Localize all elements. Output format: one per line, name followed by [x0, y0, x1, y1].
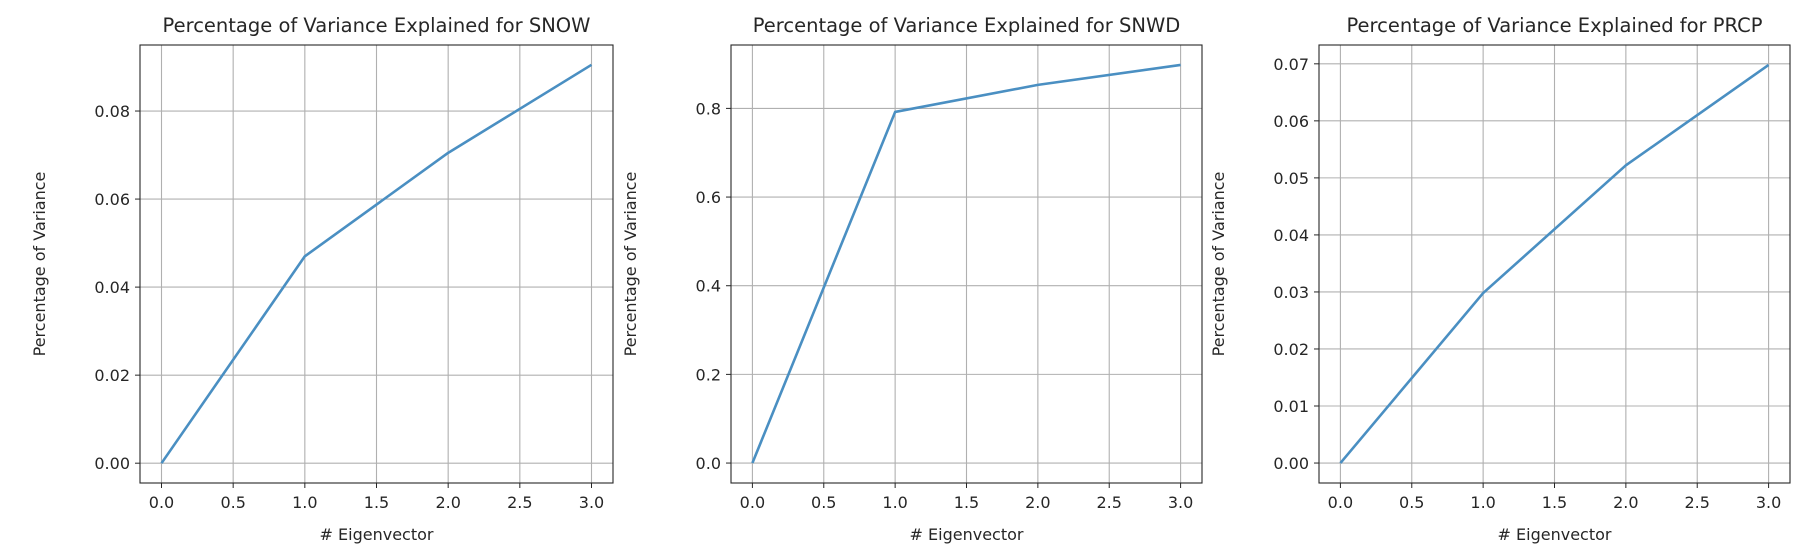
x-axis-label: # Eigenvector [910, 525, 1024, 544]
y-tick-label: 0.06 [1273, 112, 1309, 131]
chart-panel-2: 0.0 0.5 1.0 1.5 2.0 2.5 3.0 0.0 0.2 0.4 0.6 0.8 Perc… [621, 14, 1203, 544]
x-tick-label: 1.0 [1470, 493, 1495, 512]
x-tick-label: 0.0 [1328, 493, 1353, 512]
y-tick-label: 0.8 [696, 99, 721, 118]
y-tick-label: 0.07 [1273, 55, 1309, 74]
series-line [160, 63, 593, 464]
y-tick-label: 0.2 [696, 365, 721, 384]
x-tick-label: 2.5 [1097, 493, 1122, 512]
x-tick-label: 3.0 [579, 493, 604, 512]
x-tick-label: 2.5 [1685, 493, 1710, 512]
x-tick-label: 2.0 [435, 493, 460, 512]
y-tick-label: 0.04 [94, 278, 130, 297]
y-tick-label: 0.03 [1273, 283, 1309, 302]
x-axis-label: # Eigenvector [320, 525, 434, 544]
x-tick-label: 2.5 [507, 493, 532, 512]
x-tick-label: 0.5 [1399, 493, 1424, 512]
x-tick-label: 0.5 [220, 493, 245, 512]
y-axis-label: Percentage of Variance [1209, 172, 1228, 357]
chart-panel-1: 0.0 0.5 1.0 1.5 2.0 2.5 3.0 0.00 0.02 0.04 0.06 0.0… [30, 14, 614, 544]
chart-title: Percentage of Variance Explained for PRC… [1346, 14, 1762, 37]
plot-frame [1318, 44, 1791, 484]
plot-frame [730, 44, 1203, 484]
x-tick-label: 1.5 [1542, 493, 1567, 512]
y-tick-label: 0.08 [94, 102, 130, 121]
x-tick-label: 1.5 [364, 493, 389, 512]
x-tick-label: 1.0 [882, 493, 907, 512]
x-tick-label: 3.0 [1756, 493, 1781, 512]
series-line [1339, 63, 1770, 464]
x-axis-label: # Eigenvector [1498, 525, 1612, 544]
y-tick-label: 0.0 [696, 454, 721, 473]
x-tick-label: 0.0 [149, 493, 174, 512]
x-tick-label: 2.0 [1613, 493, 1638, 512]
y-axis-label: Percentage of Variance [621, 172, 640, 357]
series-line [751, 63, 1181, 464]
y-axis-label: Percentage of Variance [30, 172, 49, 357]
y-tick-label: 0.6 [696, 188, 721, 207]
y-tick-label: 0.02 [94, 366, 130, 385]
x-tick-label: 3.0 [1168, 493, 1193, 512]
y-tick-label: 0.00 [1273, 454, 1309, 473]
y-tick-label: 0.06 [94, 190, 130, 209]
y-tick-label: 0.01 [1273, 397, 1309, 416]
y-tick-label: 0.02 [1273, 340, 1309, 359]
y-tick-label: 0.04 [1273, 226, 1309, 245]
chart-title: Percentage of Variance Explained for SNW… [753, 14, 1181, 37]
y-tick-label: 0.4 [696, 277, 721, 296]
x-tick-label: 1.0 [292, 493, 317, 512]
y-tick-label: 0.05 [1273, 169, 1309, 188]
x-tick-label: 1.5 [954, 493, 979, 512]
y-tick-label: 0.00 [94, 454, 130, 473]
x-tick-label: 0.5 [811, 493, 836, 512]
chart-title: Percentage of Variance Explained for SNO… [163, 14, 591, 37]
x-tick-label: 0.0 [740, 493, 765, 512]
x-tick-label: 2.0 [1025, 493, 1050, 512]
plot-frame [139, 44, 614, 484]
chart-panel-3: 0.0 0.5 1.0 1.5 2.0 2.5 3.0 0.00 0.01 0.02 0.03 0.0… [1209, 14, 1791, 544]
